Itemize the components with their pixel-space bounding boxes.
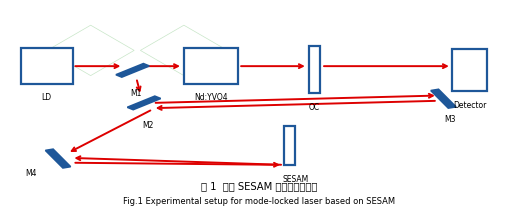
Text: M2: M2 (142, 121, 153, 130)
Polygon shape (46, 149, 70, 168)
Bar (309, 46, 320, 93)
Text: Detector: Detector (453, 101, 486, 110)
Text: OC: OC (309, 103, 320, 112)
Text: M1: M1 (130, 89, 141, 98)
Text: M3: M3 (444, 115, 455, 124)
Text: Fig.1 Experimental setup for mode-locked laser based on SESAM: Fig.1 Experimental setup for mode-locked… (123, 197, 395, 206)
Polygon shape (116, 64, 149, 77)
Text: M4: M4 (25, 169, 37, 178)
Polygon shape (127, 96, 161, 110)
Text: LD: LD (41, 93, 52, 102)
Bar (184, 48, 238, 84)
Polygon shape (431, 89, 456, 108)
Bar (284, 126, 295, 165)
Text: SESAM: SESAM (282, 175, 308, 184)
Bar (21, 48, 73, 84)
Text: 图 1  基于 SESAM 锁模实验装置图: 图 1 基于 SESAM 锁模实验装置图 (201, 181, 317, 191)
Bar (452, 49, 487, 91)
Text: Nd:YVO4: Nd:YVO4 (195, 93, 228, 102)
